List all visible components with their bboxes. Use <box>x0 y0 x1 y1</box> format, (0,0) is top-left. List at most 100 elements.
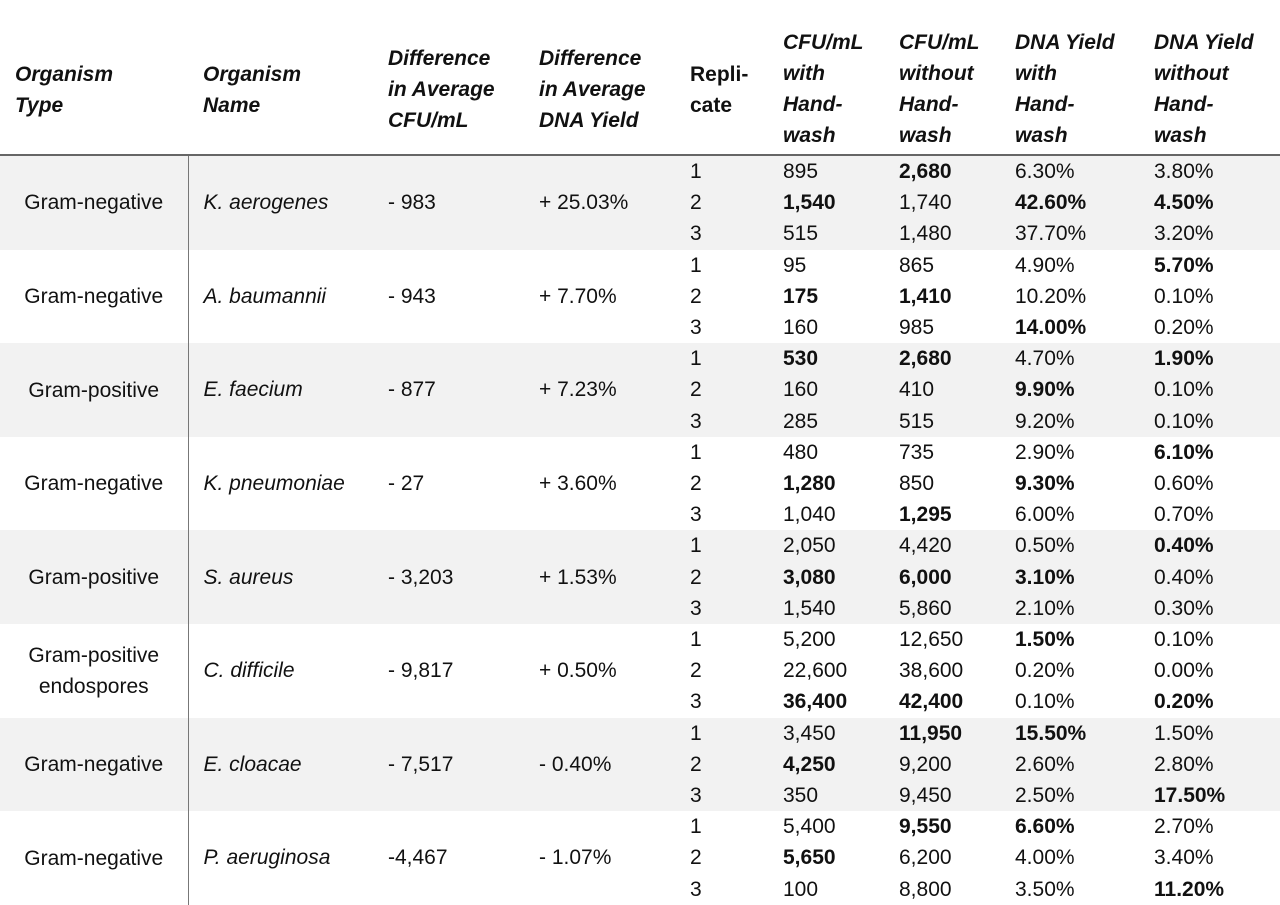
table-row: 2 4,250 9,200 2.60% 2.80% <box>0 748 1280 781</box>
cfu-without-cell: 42,400 <box>899 690 964 714</box>
dna-without-cell: 1.90% <box>1139 343 1280 375</box>
replicate-cell: 3 <box>690 503 702 527</box>
dna-with-cell: 1.50% <box>1015 628 1075 652</box>
header-dna-with: DNA Yield with Hand-wash <box>1000 0 1139 156</box>
header-line: Name <box>203 94 261 117</box>
table-row: 2 3,080 6,000 3.10% 0.40% <box>0 561 1280 593</box>
table-row: 2 175 1,410 10.20% 0.10% <box>0 281 1280 312</box>
cfu-without-cell: 1,410 <box>899 284 952 308</box>
dna-without-cell: 1.50% <box>1139 717 1280 749</box>
organism-type-cell: Gram-positive <box>0 530 188 625</box>
dna-with-cell: 2.90% <box>1015 440 1075 464</box>
organism-name-cell: P. aeruginosa <box>187 811 373 905</box>
cfu-with-cell: 4,250 <box>768 748 884 781</box>
header-line: Hand- <box>1154 93 1214 116</box>
diff-cfu-cell: -4,467 <box>388 846 448 870</box>
replicate-cell: 2 <box>690 284 702 308</box>
cfu-with-cell: 160 <box>783 316 819 340</box>
header-diff-dna: Difference in Average DNA Yield <box>524 0 675 156</box>
cfu-with-cell: 1,040 <box>783 503 836 527</box>
cfu-without-cell: 1,295 <box>899 503 952 527</box>
organism-type-cell: Gram-negative <box>24 284 164 308</box>
dna-without-cell: 4.50% <box>1139 187 1280 219</box>
cfu-without-cell: 8,800 <box>899 877 952 901</box>
header-line: in Average <box>388 78 495 101</box>
dna-without-cell: 6.10% <box>1154 440 1214 464</box>
replicate-cell: 2 <box>690 659 702 683</box>
header-diff-cfu: Difference in Average CFU/mL <box>373 0 524 156</box>
organism-name-cell: E. faecium <box>187 343 373 437</box>
dna-with-cell: 4.90% <box>1015 253 1075 277</box>
cfu-with-cell: 1,540 <box>768 187 884 219</box>
cfu-without-cell: 850 <box>899 472 935 496</box>
cfu-without-cell: 9,200 <box>884 748 1000 781</box>
header-dna-without: DNA Yield without Hand-wash <box>1139 0 1280 156</box>
cfu-with-cell: 36,400 <box>783 690 848 714</box>
header-line: Organism <box>15 63 114 86</box>
diff-cfu-cell: - 7,517 <box>373 717 524 812</box>
header-organism-type: Organism Type <box>0 0 188 156</box>
dna-with-cell: 0.10% <box>1015 690 1075 714</box>
replicate-cell: 1 <box>675 155 768 188</box>
table-row: Gram-positive S. aureus - 3,203 + 1.53% 1 2,0… <box>0 530 1280 625</box>
dna-with-cell: 2.10% <box>1000 592 1139 625</box>
diff-dna-cell: + 7.23% <box>524 343 675 437</box>
replicate-cell: 1 <box>690 628 702 652</box>
cfu-with-cell: 1,540 <box>768 592 884 625</box>
organism-type-cell: Gram-negative <box>24 846 164 870</box>
table-row: Gram-negative K. aerogenes - 983 + 25.03% 1 8… <box>0 155 1280 250</box>
cfu-with-cell: 480 <box>783 440 819 464</box>
dna-without-cell: 0.40% <box>1139 530 1280 562</box>
header-line: Hand- <box>1015 93 1075 116</box>
dna-with-cell: 9.30% <box>1015 472 1075 496</box>
header-line: in Average <box>539 78 646 101</box>
dna-without-cell: 0.10% <box>1154 284 1214 308</box>
cfu-without-cell: 5,860 <box>884 592 1000 625</box>
header-line: with <box>1015 62 1057 85</box>
diff-cfu-cell: - 9,817 <box>388 659 454 683</box>
diff-cfu-cell: - 877 <box>373 343 524 437</box>
diff-cfu-cell: - 943 <box>388 284 436 308</box>
header-organism-name: Organism Name <box>188 0 373 156</box>
organism-name-cell: A. baumannii <box>187 249 373 344</box>
replicate-cell: 1 <box>690 440 702 464</box>
table-row: 2 160 410 9.90% 0.10% <box>0 374 1280 406</box>
organism-name-cell: K. aerogenes <box>187 155 373 250</box>
header-line: without <box>1154 62 1229 85</box>
table-row: Gram-negative A. baumannii - 943 + 7.70% 1 95… <box>0 249 1280 344</box>
cfu-without-cell: 12,650 <box>899 628 964 652</box>
table-row: Gram-negative K. pneumoniae - 27 + 3.60% 1 48… <box>0 436 1280 531</box>
replicate-cell: 2 <box>675 561 768 593</box>
organism-name-cell: E. cloacae <box>187 717 373 812</box>
diff-cfu-cell: - 3,203 <box>373 530 524 625</box>
diff-dna-cell: - 0.40% <box>524 717 675 812</box>
header-line: with <box>783 62 825 85</box>
replicate-cell: 3 <box>675 218 768 250</box>
header-line: Hand- <box>899 93 959 116</box>
replicate-cell: 1 <box>675 717 768 749</box>
organism-name-cell: C. difficile <box>187 624 373 718</box>
cfu-without-cell: 9,450 <box>884 780 1000 812</box>
dna-without-cell: 0.70% <box>1154 503 1214 527</box>
diff-dna-cell: + 0.50% <box>539 659 617 683</box>
dna-without-cell: 17.50% <box>1139 780 1280 812</box>
header-line: CFU/mL <box>899 31 980 54</box>
table-row: 3 350 9,450 2.50% 17.50% <box>0 780 1280 812</box>
diff-dna-cell: + 1.53% <box>524 530 675 625</box>
cfu-without-cell: 9,550 <box>899 815 952 839</box>
header-cfu-without: CFU/mL without Hand-wash <box>884 0 1000 156</box>
cfu-without-cell: 410 <box>884 374 1000 406</box>
header-line: DNA Yield <box>539 109 639 132</box>
organism-type-cell: Gram-negative <box>0 155 188 250</box>
cfu-with-cell: 160 <box>768 374 884 406</box>
organism-type-cell: Gram-positive <box>0 343 188 437</box>
replicate-cell: 2 <box>675 187 768 219</box>
table-row: 2 1,540 1,740 42.60% 4.50% <box>0 187 1280 219</box>
header-line: wash <box>1015 124 1068 147</box>
dna-without-cell: 0.10% <box>1139 405 1280 437</box>
replicate-cell: 3 <box>675 780 768 812</box>
table-row: Gram-positive E. faecium - 877 + 7.23% 1 530 2… <box>0 343 1280 437</box>
replicate-cell: 2 <box>675 374 768 406</box>
